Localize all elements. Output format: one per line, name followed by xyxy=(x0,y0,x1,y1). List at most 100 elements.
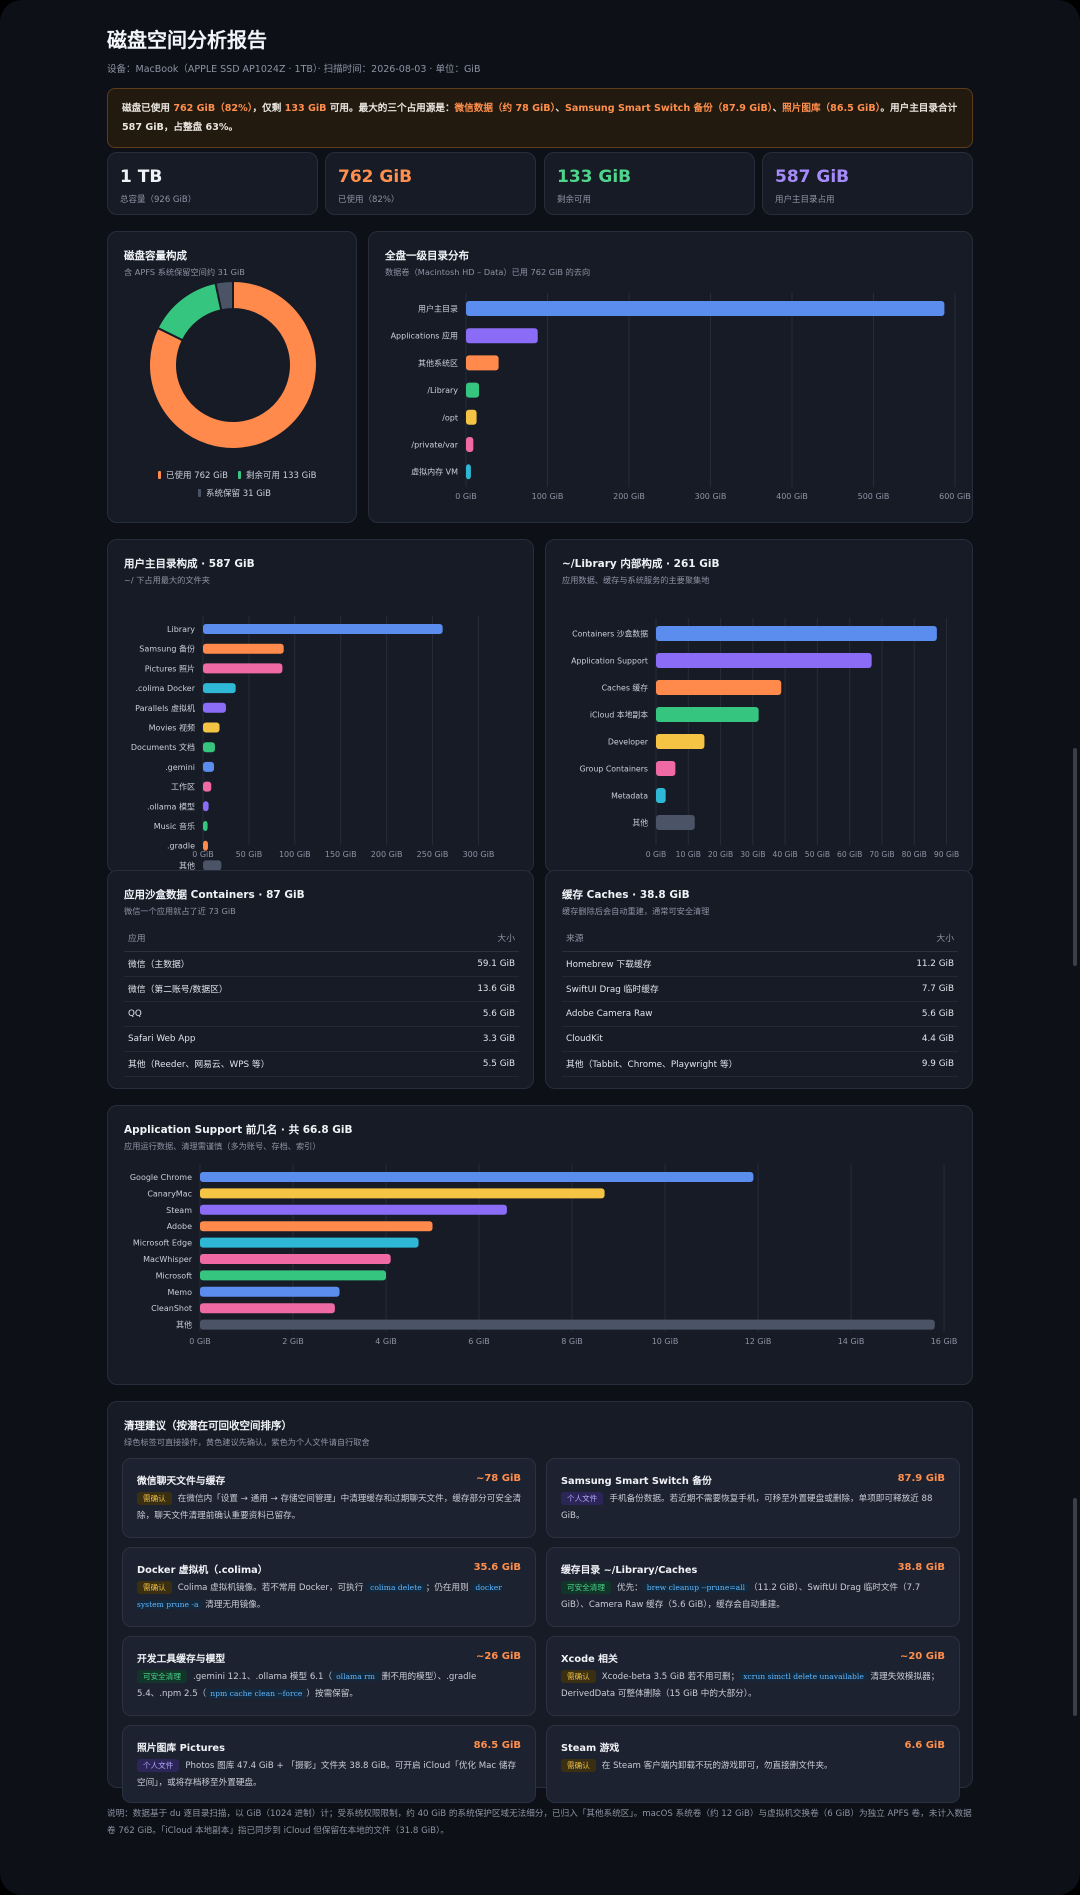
bar xyxy=(466,301,945,316)
stat-label: 用户主目录占用 xyxy=(775,195,835,205)
top-dirs-card: 全盘一级目录分布 数据卷（Macintosh HD – Data）已用 762 … xyxy=(368,231,973,523)
stat-value: 1 TB xyxy=(120,167,163,187)
chart-title: 全盘一级目录分布 xyxy=(385,250,469,262)
tip-title: 微信聊天文件与缓存 xyxy=(137,1476,226,1487)
bar xyxy=(200,1286,340,1297)
tip-body: 需确认 Colima 虚拟机镜像。若不常用 Docker，可执行 colima d… xyxy=(137,1580,523,1613)
bar xyxy=(203,643,284,654)
tip-tag: 需确认 xyxy=(137,1492,172,1505)
category-label: Containers 沙盒数据 xyxy=(572,629,648,639)
x-tick-label: 60 GiB xyxy=(837,850,862,859)
scrollbar-thumb[interactable] xyxy=(1073,748,1077,966)
donut-slice xyxy=(148,279,318,450)
bar xyxy=(656,788,666,803)
category-label: 其他 xyxy=(176,1320,192,1330)
bar xyxy=(466,464,471,480)
row-size: 7.7 GiB xyxy=(881,976,958,1002)
donut-slice xyxy=(214,279,234,312)
category-label: Developer xyxy=(608,738,649,747)
bar xyxy=(203,821,208,831)
tips-card: 清理建议（按潜在可回收空间排序） 绿色标签可直接操作，黄色建议先确认，紫色为个人… xyxy=(107,1401,973,1803)
tip-value: 86.5 GiB xyxy=(473,1740,521,1751)
category-label: .ollama 模型 xyxy=(147,801,195,811)
tips-title: 清理建议（按潜在可回收空间排序） xyxy=(124,1420,292,1432)
table-header-row: 应用 大小 xyxy=(124,925,519,952)
tip-tag: 需确认 xyxy=(561,1670,596,1683)
bar xyxy=(200,1237,419,1248)
appsupport-card: Application Support 前几名 · 共 66.8 GiB 应用运… xyxy=(107,1105,973,1385)
tip-value: 6.6 GiB xyxy=(904,1740,945,1751)
bar xyxy=(200,1221,433,1232)
x-tick-label: 150 GiB xyxy=(325,850,357,859)
bar xyxy=(466,355,499,371)
category-label: Pictures 照片 xyxy=(145,663,195,673)
column-header: 应用 xyxy=(124,925,432,952)
x-tick-label: 50 GiB xyxy=(236,850,263,859)
tip-card: Samsung Smart Switch 备份 87.9 GiB 个人文件 手机备份数… xyxy=(546,1458,960,1538)
x-tick-label: 70 GiB xyxy=(869,850,894,859)
row-name: 微信（主数据） xyxy=(124,951,432,977)
row-name: Adobe Camera Raw xyxy=(562,1001,882,1027)
x-tick-label: 2 GiB xyxy=(282,1337,304,1346)
donut-card: 磁盘容量构成 含 APFS 系统保留空间约 31 GiB 已使用 762 GiB… xyxy=(107,231,357,523)
bar xyxy=(203,761,215,772)
table-title: 缓存 Caches · 38.8 GiB xyxy=(562,889,690,901)
scrollbar-thumb-lower[interactable] xyxy=(1073,1498,1077,1716)
row-name: QQ xyxy=(124,1001,432,1027)
category-label: /Library xyxy=(427,386,458,395)
x-tick-label: 0 GiB xyxy=(192,850,214,859)
command-code: ollama rm xyxy=(332,1672,380,1681)
category-label: Steam xyxy=(166,1206,192,1215)
alert-top1: 微信数据（约 78 GiB） xyxy=(454,103,556,114)
category-label: Application Support xyxy=(571,657,648,666)
x-tick-label: 0 GiB xyxy=(455,492,477,501)
tip-value: 38.8 GiB xyxy=(897,1562,945,1573)
alert-text: 、 xyxy=(555,103,566,114)
tip-title: Xcode 相关 xyxy=(561,1654,618,1665)
table-row: QQ 5.6 GiB xyxy=(124,1001,519,1027)
category-label: 用户主目录 xyxy=(418,304,458,314)
containers-table: 应用 大小 微信（主数据） 59.1 GiB 微信（第二账号/数据区） 13.6 GiB Q… xyxy=(124,925,519,1077)
tip-value: 35.6 GiB xyxy=(473,1562,521,1573)
tip-tag: 需确认 xyxy=(137,1581,172,1594)
category-label: Google Chrome xyxy=(130,1173,192,1182)
tip-text: 删不用的模型）、.gradle 5.4、.npm 2.5（ xyxy=(137,1672,477,1699)
category-label: Samsung 备份 xyxy=(139,644,195,654)
bar xyxy=(200,1319,935,1330)
x-tick-label: 8 GiB xyxy=(561,1337,583,1346)
bar xyxy=(656,815,695,830)
tip-text: 手机备份数据。若近期不需要恢复手机，可移至外置硬盘或删除，单项即可释放近 88 … xyxy=(561,1494,933,1521)
row-name: 微信（第二账号/数据区） xyxy=(124,976,432,1002)
stat-label: 已使用（82%） xyxy=(338,195,400,205)
row-size: 5.6 GiB xyxy=(881,1001,958,1027)
tip-text: 清理失效模拟器；DerivedData 可整体删除（15 GiB 中的大部分）。 xyxy=(561,1672,940,1699)
category-label: Metadata xyxy=(611,792,648,801)
tip-card: Docker 虚拟机（.colima） 35.6 GiB 需确认 Colima 虚拟机… xyxy=(122,1547,536,1627)
bar xyxy=(203,624,443,634)
chart-subtitle: 数据卷（Macintosh HD – Data）已用 762 GiB 的去向 xyxy=(385,267,591,277)
row-name: Homebrew 下载缓存 xyxy=(562,951,882,977)
alert-text: 。用户主目录合计 587 GiB，占整盘 63%。 xyxy=(122,103,958,133)
category-label: /opt xyxy=(442,413,458,422)
category-label: Movies 视频 xyxy=(149,723,195,733)
bar xyxy=(203,860,222,871)
bar xyxy=(466,382,480,398)
x-tick-label: 50 GiB xyxy=(805,850,830,859)
summary-alert: 磁盘已使用 762 GiB（82%），仅剩 133 GiB 可用。最大的三个占用… xyxy=(107,88,973,148)
category-label: Microsoft Edge xyxy=(133,1239,192,1248)
home-chart: 0 GiB 50 GiB 100 GiB 150 GiB 200 GiB 250 GiB 3… xyxy=(131,616,494,871)
x-tick-label: 4 GiB xyxy=(375,1337,397,1346)
tip-text: 在微信内「设置 → 通用 → 存储空间管理」中清理缓存和过期聊天文件，缓存部分可… xyxy=(137,1494,522,1521)
bar xyxy=(200,1204,507,1215)
alert-top2: Samsung Smart Switch 备份（87.9 GiB） xyxy=(565,103,773,114)
tip-title: Steam 游戏 xyxy=(561,1743,620,1754)
stat-value: 762 GiB xyxy=(338,167,413,187)
x-tick-label: 12 GiB xyxy=(745,1337,772,1346)
tip-card: 开发工具缓存与模型 ~26 GiB 可安全清理 .gemini 12.1、.ollam… xyxy=(122,1636,536,1716)
tip-text: .gemini 12.1、.ollama 模型 6.1（ xyxy=(192,1672,333,1682)
bar xyxy=(656,761,676,776)
tip-value: ~26 GiB xyxy=(475,1651,521,1662)
row-size: 11.2 GiB xyxy=(881,951,958,977)
column-header: 大小 xyxy=(881,925,958,952)
x-tick-label: 0 GiB xyxy=(646,850,666,859)
